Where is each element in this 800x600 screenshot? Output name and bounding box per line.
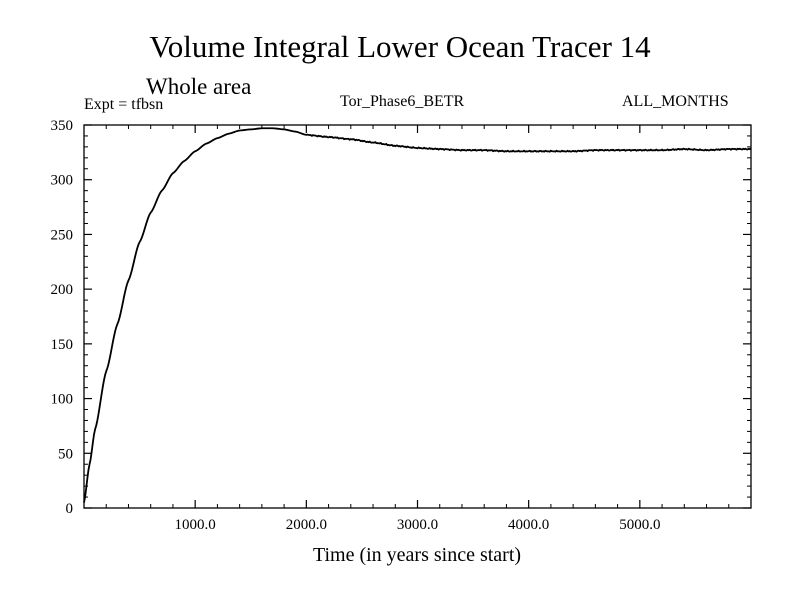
plot-frame	[83, 124, 752, 509]
run-label: Tor_Phase6_BETR	[340, 93, 465, 110]
chart-title: Volume Integral Lower Ocean Tracer 14	[149, 29, 651, 64]
x-tick-label: 4000.0	[508, 517, 549, 533]
experiment-label: Expt = tfbsn	[84, 96, 164, 113]
y-tick-labels: 0 50 100 150 200 250 300 350	[51, 118, 74, 517]
x-tick-labels: 1000.0 2000.0 3000.0 4000.0 5000.0	[175, 517, 661, 533]
y-tick-label: 300	[51, 173, 74, 189]
y-tick-label: 50	[58, 446, 73, 462]
x-axis-label: Time (in years since start)	[313, 544, 521, 566]
chart-subtitle: Whole area	[146, 74, 252, 99]
y-tick-label: 150	[51, 337, 74, 353]
axis-ticks	[84, 124, 751, 509]
period-label: ALL_MONTHS	[622, 93, 729, 110]
x-tick-label: 2000.0	[286, 517, 327, 533]
y-tick-label: 250	[51, 227, 74, 243]
y-tick-label: 0	[66, 501, 74, 517]
y-tick-label: 200	[51, 282, 74, 298]
x-tick-label: 5000.0	[619, 517, 660, 533]
x-tick-label: 3000.0	[397, 517, 438, 533]
y-tick-label: 350	[51, 118, 74, 134]
x-tick-label: 1000.0	[175, 517, 216, 533]
series-line	[83, 127, 752, 503]
y-tick-label: 100	[51, 392, 74, 408]
